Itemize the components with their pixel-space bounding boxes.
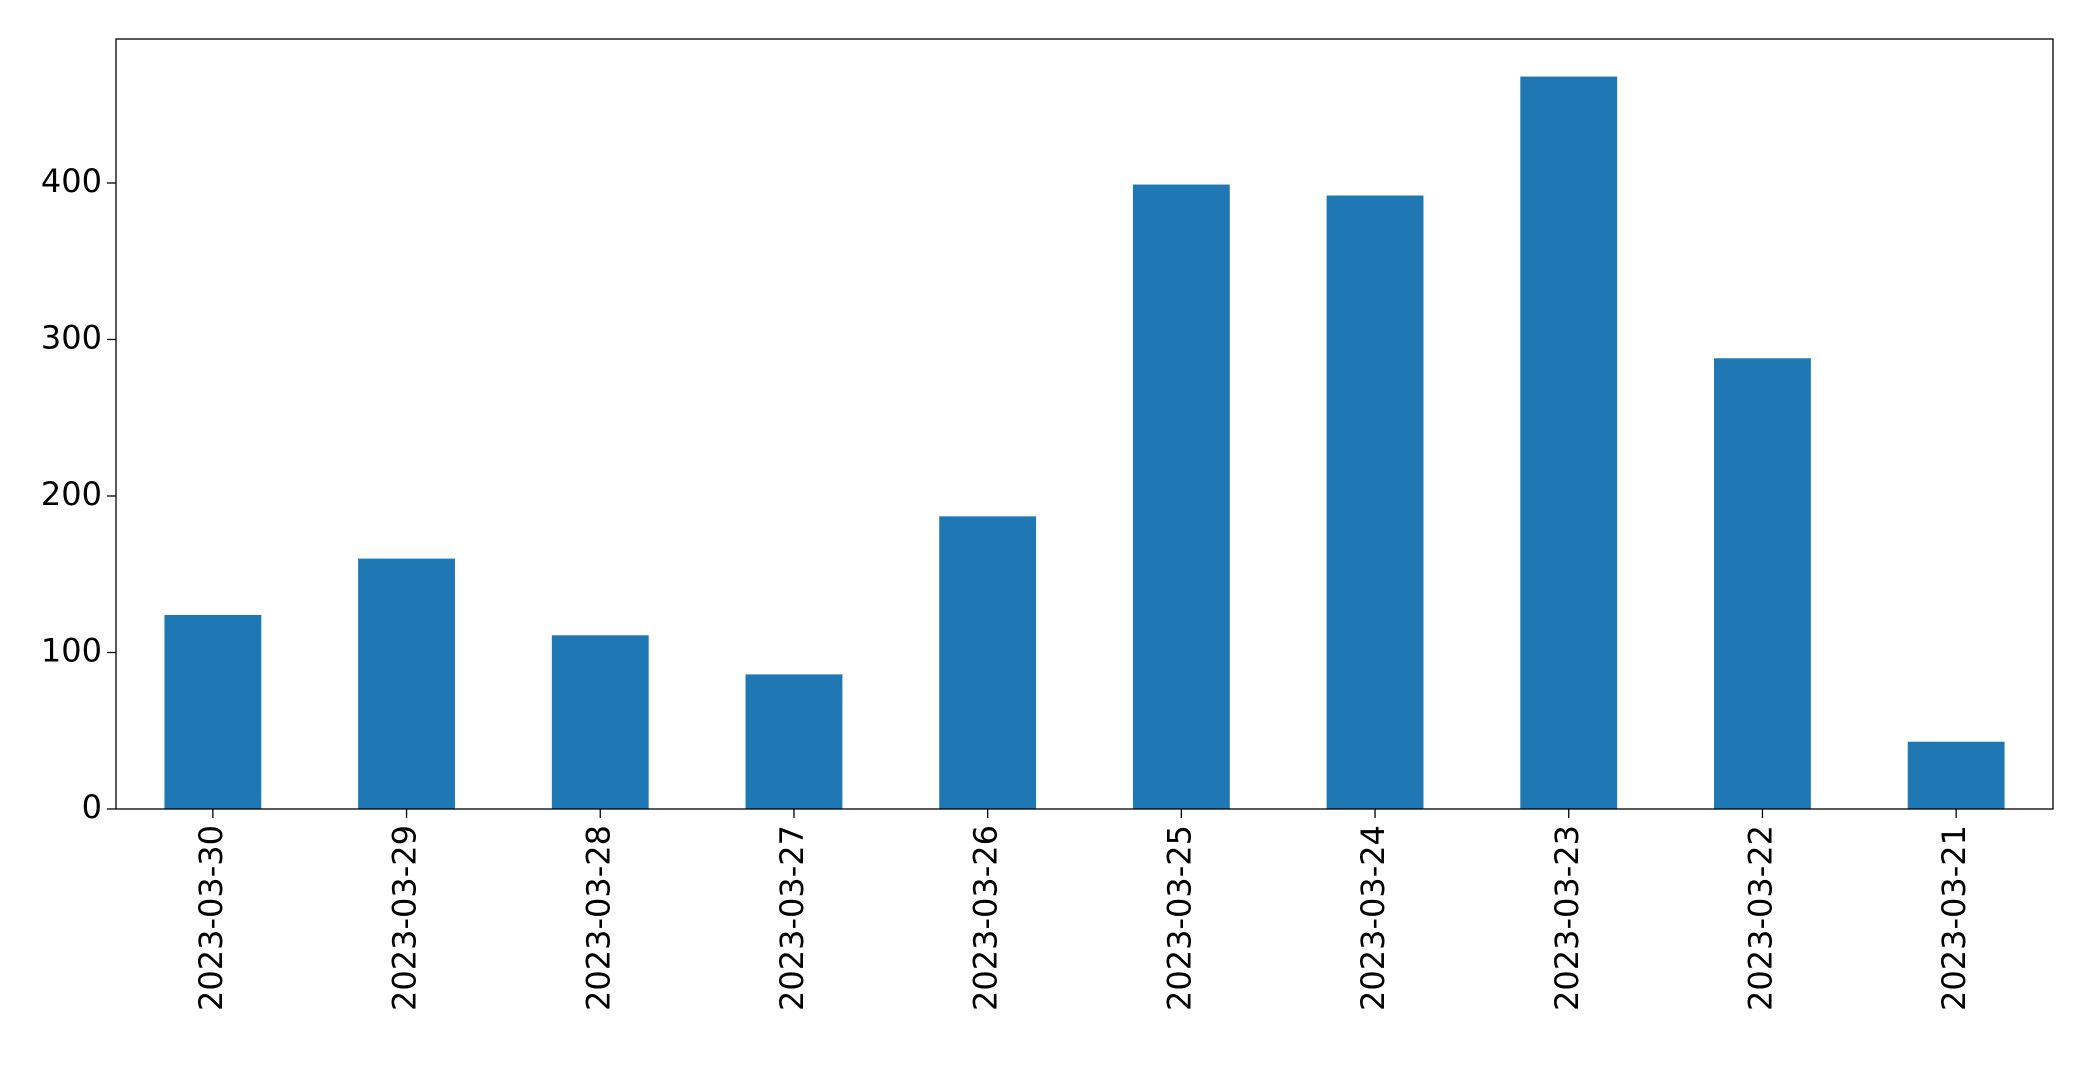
- y-tick-label: 100: [41, 631, 102, 669]
- bar: [745, 674, 843, 809]
- bar: [551, 635, 649, 809]
- bar: [164, 614, 262, 809]
- x-tick-label: 2023-03-30: [192, 825, 230, 1011]
- y-tick-label: 400: [41, 162, 102, 200]
- bar: [1907, 741, 2005, 809]
- x-tick-label: 2023-03-23: [1548, 825, 1586, 1011]
- bar: [1520, 76, 1618, 809]
- bar: [1714, 358, 1811, 809]
- x-tick-label: 2023-03-28: [579, 825, 617, 1011]
- y-tick-label: 200: [41, 475, 102, 513]
- bar: [939, 516, 1037, 809]
- x-tick-label: 2023-03-26: [967, 825, 1005, 1011]
- x-tick-label: 2023-03-21: [1935, 825, 1973, 1011]
- x-tick-label: 2023-03-24: [1354, 825, 1392, 1011]
- y-tick-label: 0: [82, 788, 102, 826]
- x-tick-label: 2023-03-29: [386, 825, 424, 1011]
- y-tick-label: 300: [41, 318, 102, 356]
- x-tick-label: 2023-03-25: [1160, 825, 1198, 1011]
- bar: [1132, 184, 1230, 810]
- bar: [358, 558, 455, 809]
- plot-frame: [115, 38, 2054, 810]
- bar: [1326, 195, 1424, 810]
- x-tick-label: 2023-03-22: [1741, 825, 1779, 1011]
- x-tick-label: 2023-03-27: [773, 825, 811, 1011]
